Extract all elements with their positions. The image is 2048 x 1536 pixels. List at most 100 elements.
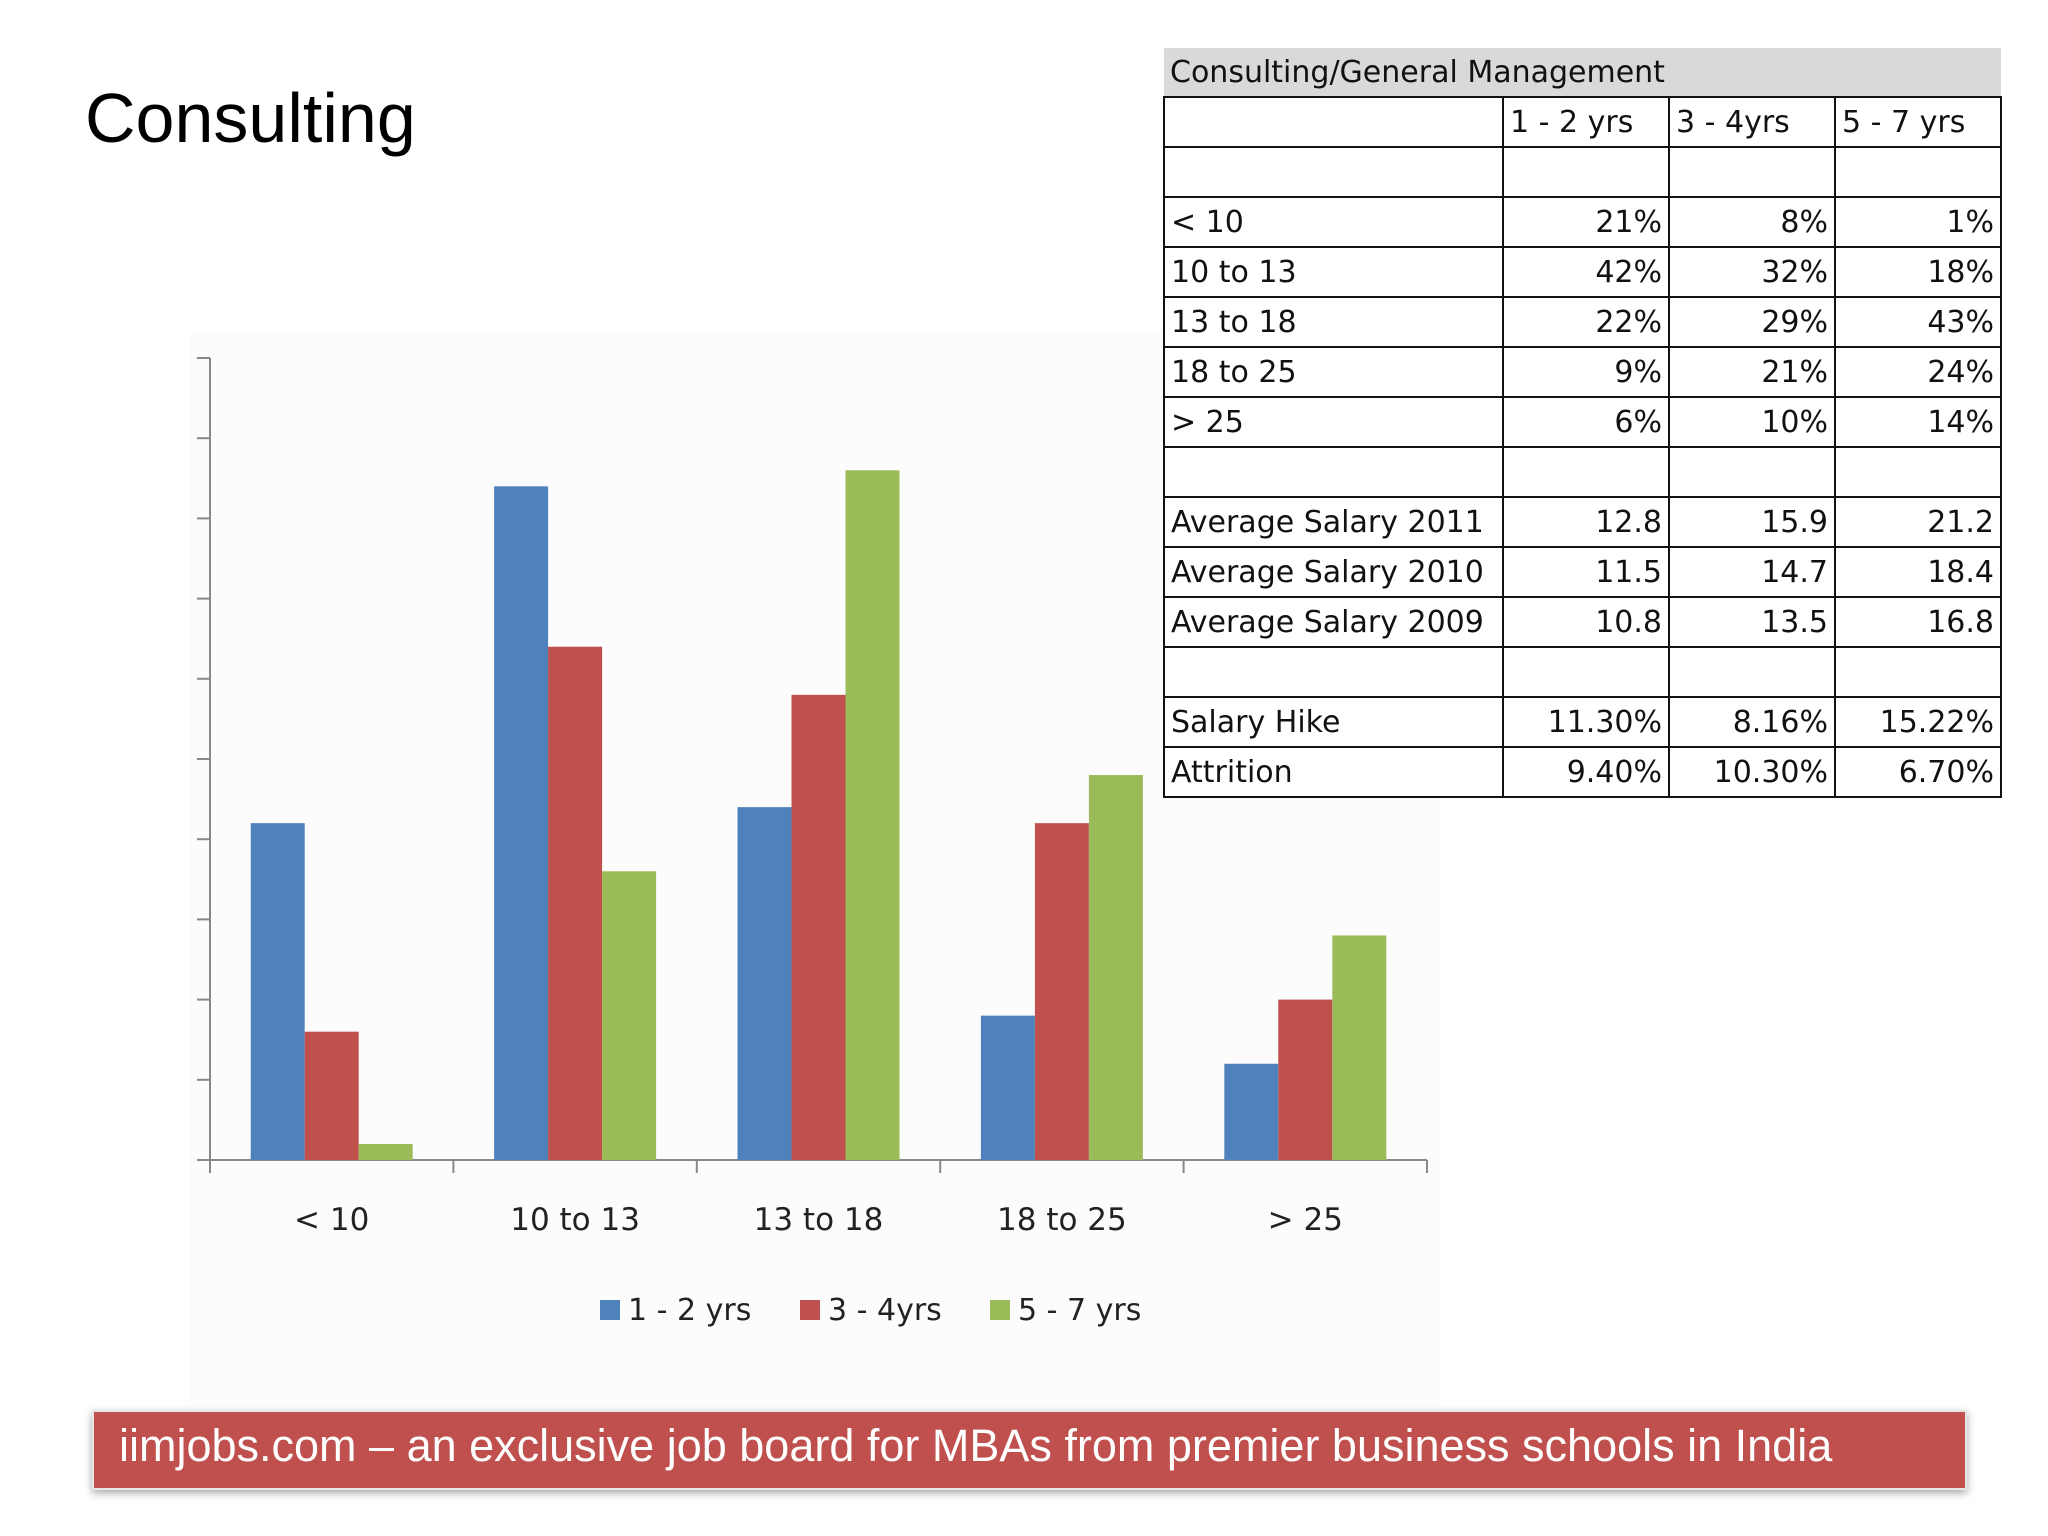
row-label-cell: Salary Hike — [1163, 696, 1504, 748]
value-cell — [1668, 446, 1836, 498]
value-cell: 6% — [1502, 396, 1670, 448]
table-row: > 25 6% 10% 14% — [1163, 396, 2002, 448]
table-row: Salary Hike 11.30% 8.16% 15.22% — [1163, 696, 2002, 748]
value-cell: 6.70% — [1834, 746, 2002, 798]
value-cell: 10% — [1668, 396, 1836, 448]
bar-1-2 — [602, 871, 657, 1160]
bar-0-2 — [358, 1143, 413, 1160]
bar-2-2 — [845, 470, 900, 1160]
value-cell — [1502, 446, 1670, 498]
x-tick-label: < 10 — [294, 1202, 369, 1238]
value-cell: 9.40% — [1502, 746, 1670, 798]
table-row: Average Salary 2009 10.8 13.5 16.8 — [1163, 596, 2002, 648]
value-cell: 10.8 — [1502, 596, 1670, 648]
value-cell — [1834, 646, 2002, 698]
value-cell: 9% — [1502, 346, 1670, 398]
value-cell: 43% — [1834, 296, 2002, 348]
value-cell: 11.5 — [1502, 546, 1670, 598]
value-cell: 12.8 — [1502, 496, 1670, 548]
table-row — [1163, 646, 2002, 698]
value-cell: 13.5 — [1668, 596, 1836, 648]
bar-0-1 — [304, 1031, 359, 1160]
row-label-cell: Attrition — [1163, 746, 1504, 798]
header-cell: 5 - 7 yrs — [1834, 96, 2002, 148]
x-tick-label: 18 to 25 — [997, 1202, 1127, 1238]
value-cell — [1834, 446, 2002, 498]
table-row — [1163, 446, 2002, 498]
x-tick-label: 13 to 18 — [754, 1202, 884, 1238]
value-cell: 22% — [1502, 296, 1670, 348]
value-cell: 15.9 — [1668, 496, 1836, 548]
value-cell — [1502, 646, 1670, 698]
bar-1-1 — [548, 646, 603, 1160]
value-cell: 16.8 — [1834, 596, 2002, 648]
value-cell: 14.7 — [1668, 546, 1836, 598]
bar-2-1 — [791, 694, 846, 1160]
bar-2-0 — [737, 807, 792, 1160]
value-cell: 18% — [1834, 246, 2002, 298]
value-cell: 1% — [1834, 196, 2002, 248]
value-cell: 21.2 — [1834, 496, 2002, 548]
bar-4-2 — [1332, 935, 1387, 1160]
value-cell — [1668, 646, 1836, 698]
row-label-cell: > 25 — [1163, 396, 1504, 448]
table-row: < 10 21% 8% 1% — [1163, 196, 2002, 248]
table-row: 13 to 18 22% 29% 43% — [1163, 296, 2002, 348]
header-cell: 3 - 4yrs — [1668, 96, 1836, 148]
table-row: Average Salary 2010 11.5 14.7 18.4 — [1163, 546, 2002, 598]
row-label-cell: Average Salary 2010 — [1163, 546, 1504, 598]
bar-4-0 — [1224, 1063, 1279, 1160]
row-label-cell — [1163, 646, 1504, 698]
row-label-cell — [1163, 446, 1504, 498]
row-label-cell: Average Salary 2011 — [1163, 496, 1504, 548]
bar-3-0 — [980, 1015, 1035, 1160]
value-cell: 24% — [1834, 346, 2002, 398]
value-cell: 11.30% — [1502, 696, 1670, 748]
value-cell — [1502, 146, 1670, 198]
header-cell: 1 - 2 yrs — [1502, 96, 1670, 148]
table-row: Attrition 9.40% 10.30% 6.70% — [1163, 746, 2002, 798]
row-label-cell: 18 to 25 — [1163, 346, 1504, 398]
value-cell: 8% — [1668, 196, 1836, 248]
row-label-cell — [1163, 146, 1504, 198]
value-cell: 42% — [1502, 246, 1670, 298]
bar-4-1 — [1278, 999, 1333, 1160]
legend-swatch-0 — [600, 1300, 620, 1320]
value-cell: 21% — [1502, 196, 1670, 248]
x-tick-label: > 25 — [1268, 1202, 1343, 1238]
legend-label: 5 - 7 yrs — [1018, 1293, 1141, 1328]
legend-swatch-2 — [990, 1300, 1010, 1320]
table-row — [1163, 146, 2002, 198]
slide-title: Consulting — [85, 79, 416, 157]
legend-label: 3 - 4yrs — [828, 1293, 942, 1328]
bar-1-0 — [494, 486, 549, 1160]
footer-banner: iimjobs.com – an exclusive job board for… — [92, 1410, 1967, 1490]
legend-swatch-1 — [800, 1300, 820, 1320]
table-row: 18 to 25 9% 21% 24% — [1163, 346, 2002, 398]
salary-table: Consulting/General Management 1 - 2 yrs … — [1163, 48, 2002, 798]
value-cell: 32% — [1668, 246, 1836, 298]
bar-3-1 — [1034, 823, 1089, 1160]
row-label-cell: 10 to 13 — [1163, 246, 1504, 298]
value-cell — [1834, 146, 2002, 198]
bar-3-2 — [1088, 775, 1143, 1160]
value-cell — [1668, 146, 1836, 198]
table-title: Consulting/General Management — [1164, 48, 2001, 98]
value-cell: 18.4 — [1834, 546, 2002, 598]
table-row: Average Salary 2011 12.8 15.9 21.2 — [1163, 496, 2002, 548]
value-cell: 14% — [1834, 396, 2002, 448]
value-cell: 15.22% — [1834, 696, 2002, 748]
row-label-cell: 13 to 18 — [1163, 296, 1504, 348]
header-cell — [1163, 96, 1504, 148]
x-tick-label: 10 to 13 — [510, 1202, 640, 1238]
value-cell: 21% — [1668, 346, 1836, 398]
footer-text: iimjobs.com – an exclusive job board for… — [119, 1420, 1833, 1471]
value-cell: 29% — [1668, 296, 1836, 348]
row-label-cell: Average Salary 2009 — [1163, 596, 1504, 648]
legend-label: 1 - 2 yrs — [628, 1293, 751, 1328]
table-header-row: 1 - 2 yrs 3 - 4yrs 5 - 7 yrs — [1163, 96, 2002, 148]
row-label-cell: < 10 — [1163, 196, 1504, 248]
table-row: 10 to 13 42% 32% 18% — [1163, 246, 2002, 298]
value-cell: 10.30% — [1668, 746, 1836, 798]
